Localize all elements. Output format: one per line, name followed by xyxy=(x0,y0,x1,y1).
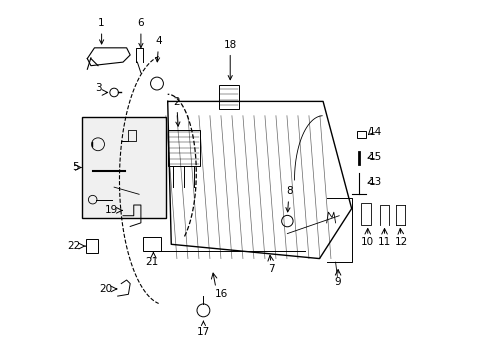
Text: 21: 21 xyxy=(145,257,158,267)
Text: 13: 13 xyxy=(368,177,381,187)
Text: 6: 6 xyxy=(137,18,144,48)
Text: 22: 22 xyxy=(67,241,81,251)
Bar xyxy=(82,117,165,217)
Text: 8: 8 xyxy=(285,186,292,212)
Text: 5: 5 xyxy=(72,162,78,172)
Text: 4: 4 xyxy=(155,36,162,62)
Text: 12: 12 xyxy=(394,237,407,247)
Text: 15: 15 xyxy=(368,152,381,162)
Text: 14: 14 xyxy=(368,127,381,137)
Text: 7: 7 xyxy=(267,264,274,274)
Bar xyxy=(360,203,370,225)
Text: 1: 1 xyxy=(98,18,105,44)
Bar xyxy=(167,130,200,166)
Text: 18: 18 xyxy=(223,40,236,80)
Bar xyxy=(142,237,160,251)
Bar xyxy=(219,85,239,109)
Text: 2: 2 xyxy=(173,97,180,126)
Bar xyxy=(356,131,365,138)
Text: 20: 20 xyxy=(99,284,112,294)
Text: 9: 9 xyxy=(333,277,340,287)
Text: 19: 19 xyxy=(104,205,118,215)
Text: 11: 11 xyxy=(377,237,390,247)
Bar xyxy=(85,239,98,253)
Text: 16: 16 xyxy=(214,289,227,299)
Text: 17: 17 xyxy=(196,321,210,337)
Text: 10: 10 xyxy=(361,237,373,247)
Text: 3: 3 xyxy=(95,83,102,93)
